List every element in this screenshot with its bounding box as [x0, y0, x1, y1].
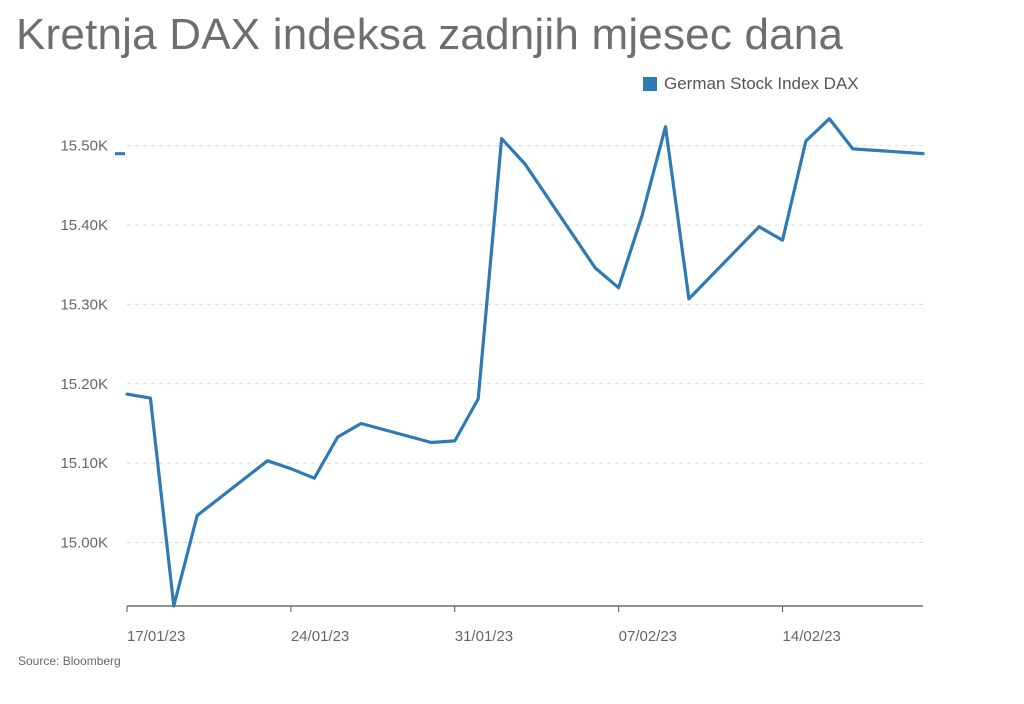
- source-note: Source: Bloomberg: [18, 654, 121, 668]
- series-line: [125, 117, 925, 608]
- y-tick-label: 15.10K: [60, 455, 108, 472]
- gridlines: [127, 145, 923, 544]
- x-axis-labels: 17/01/23 24/01/23 31/01/23 07/02/23 14/02/23: [127, 628, 841, 645]
- x-tick-label: 24/01/23: [291, 628, 349, 645]
- y-tick-label: 15.50K: [60, 138, 108, 155]
- x-tick-label: 17/01/23: [127, 628, 185, 645]
- x-axis: [126, 605, 923, 612]
- y-tick-label: 15.30K: [60, 296, 108, 313]
- y-axis-labels: 15.00K 15.10K 15.20K 15.30K 15.40K 15.50K: [60, 138, 108, 552]
- legend: German Stock Index DAX: [643, 74, 859, 94]
- y-tick-label: 15.00K: [60, 535, 108, 552]
- x-tick-label: 14/02/23: [783, 628, 841, 645]
- chart-title: Kretnja DAX indeksa zadnjih mjesec dana: [16, 10, 844, 59]
- series-layer: [115, 117, 925, 608]
- legend-label: German Stock Index DAX: [664, 74, 859, 93]
- y-tick-label: 15.40K: [60, 217, 108, 234]
- y-tick-label: 15.20K: [60, 376, 108, 393]
- x-tick-label: 07/02/23: [619, 628, 677, 645]
- x-tick-label: 31/01/23: [455, 628, 513, 645]
- legend-swatch: [643, 77, 657, 91]
